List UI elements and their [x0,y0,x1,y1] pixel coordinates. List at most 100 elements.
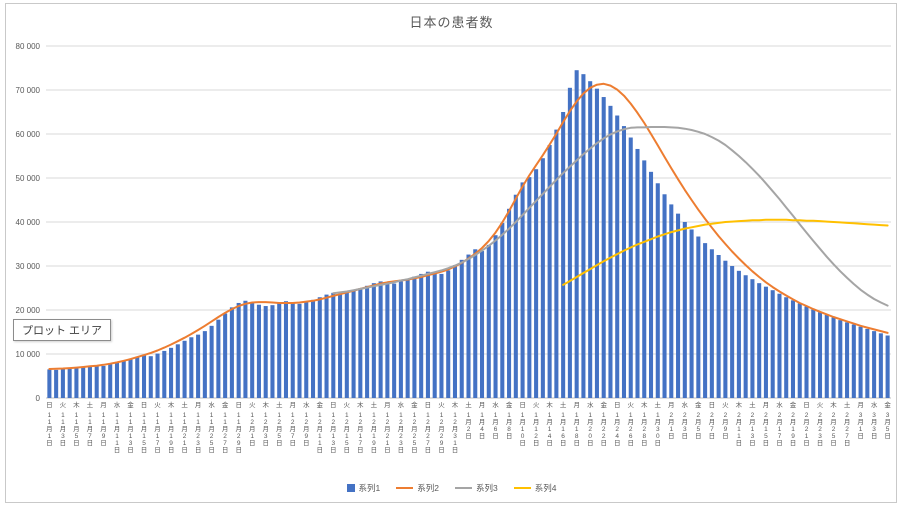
bar[interactable] [270,305,275,398]
bar[interactable] [621,126,627,398]
bar[interactable] [446,270,451,398]
bar[interactable] [310,299,316,398]
bar[interactable] [648,171,654,398]
bar[interactable] [432,273,437,398]
bar[interactable] [743,275,748,398]
legend-item-series-4[interactable]: 系列4 [513,482,556,494]
bar[interactable] [60,368,65,398]
bar[interactable] [175,344,180,398]
bar[interactable] [189,337,194,398]
bar[interactable] [466,254,471,398]
bar[interactable] [811,309,816,398]
bar[interactable] [763,286,768,398]
bar[interactable] [615,115,620,399]
bar[interactable] [594,88,599,399]
bar[interactable] [101,365,106,398]
bar[interactable] [669,204,674,398]
bar[interactable] [784,297,789,398]
bar[interactable] [419,273,424,398]
bar[interactable] [229,307,234,398]
bar[interactable] [703,243,708,398]
bar[interactable] [682,222,687,398]
bar[interactable] [723,260,728,398]
bar[interactable] [155,353,160,398]
bar[interactable] [256,304,261,398]
bar[interactable] [297,303,302,398]
bar[interactable] [858,326,863,398]
bar[interactable] [534,169,539,398]
bar[interactable] [81,366,86,398]
bar[interactable] [243,300,248,398]
bar[interactable] [838,320,843,398]
legend-item-series-3[interactable]: 系列3 [455,482,498,494]
bar[interactable] [770,290,775,398]
bar[interactable] [797,303,802,398]
bar[interactable] [324,294,329,398]
bar[interactable] [304,302,309,398]
bar[interactable] [507,208,512,398]
bar[interactable] [290,302,295,398]
bar[interactable] [236,302,241,398]
bar[interactable] [317,297,322,398]
legend-item-series-2[interactable]: 系列2 [396,482,439,494]
bar[interactable] [676,213,681,398]
bar[interactable] [54,369,59,398]
bar[interactable] [452,265,458,398]
bar[interactable] [878,333,883,398]
bar[interactable] [486,244,491,398]
bar[interactable] [216,319,221,398]
bar[interactable] [574,70,579,398]
bar[interactable] [223,313,228,398]
bar[interactable] [851,324,856,398]
bar[interactable] [202,331,207,398]
bar[interactable] [709,249,714,398]
bar[interactable] [74,367,79,398]
bar[interactable] [561,112,566,398]
bar[interactable] [716,255,721,398]
legend-item-series-1[interactable]: 系列1 [346,482,380,494]
line-series-4[interactable] [562,218,889,286]
bar[interactable] [378,281,383,398]
bar[interactable] [392,283,397,398]
bar[interactable] [588,81,593,398]
bar[interactable] [554,129,559,398]
bar[interactable] [662,194,667,398]
bar[interactable] [567,87,572,399]
bar[interactable] [182,340,187,398]
bar[interactable] [757,283,762,398]
bar[interactable] [642,160,647,398]
bar[interactable] [250,302,255,398]
bar[interactable] [141,355,147,398]
bar[interactable] [689,229,694,398]
bar[interactable] [398,281,403,398]
bar[interactable] [412,276,417,398]
bar[interactable] [473,249,478,398]
bar[interactable] [128,359,133,398]
bar[interactable] [121,361,126,398]
bar[interactable] [581,74,586,398]
chart-title[interactable]: 日本の患者数 [409,15,494,30]
bar[interactable] [338,294,343,398]
bar[interactable] [790,300,796,398]
bar[interactable] [371,283,376,398]
bar[interactable] [108,364,113,398]
bar[interactable] [635,148,640,398]
bar[interactable] [493,235,498,398]
bar[interactable] [817,312,823,398]
bar[interactable] [804,306,809,398]
bar[interactable] [831,317,836,398]
bar[interactable] [135,357,140,398]
bar[interactable] [696,236,701,398]
bar[interactable] [439,273,444,398]
bar[interactable] [331,292,336,398]
bar[interactable] [655,183,660,398]
bar[interactable] [169,347,174,398]
bar[interactable] [608,105,613,398]
legend[interactable]: 系列1 系列2 系列3 系列4 [0,482,903,494]
bar[interactable] [750,279,755,398]
bar[interactable] [94,365,99,398]
bar[interactable] [459,259,464,398]
bar[interactable] [162,350,167,398]
bar[interactable] [283,301,289,398]
bar[interactable] [263,306,268,398]
